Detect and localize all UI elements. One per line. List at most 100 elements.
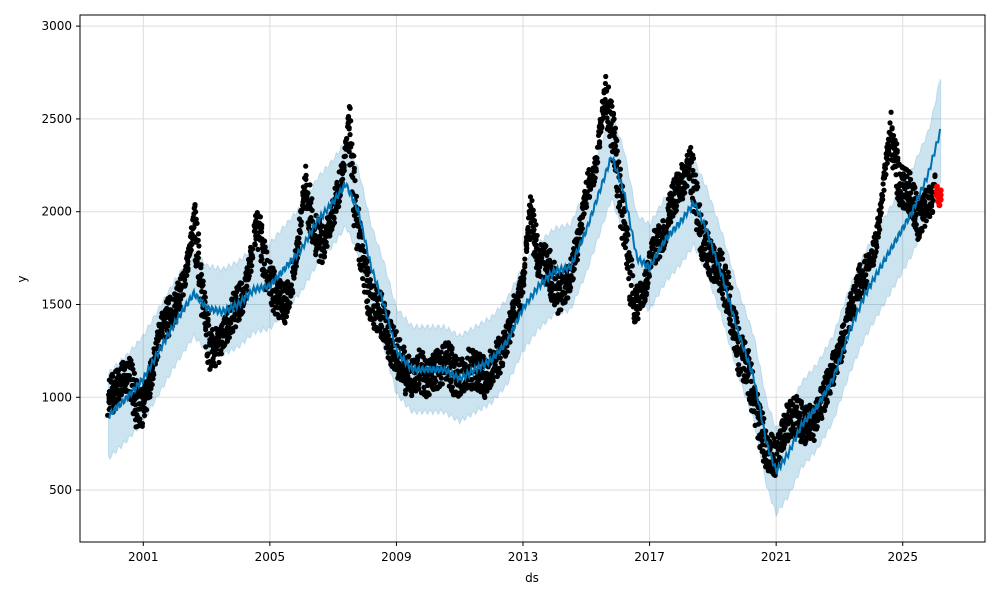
future-actual-point xyxy=(937,187,944,194)
observed-point xyxy=(645,280,651,286)
observed-point xyxy=(571,266,577,272)
observed-point xyxy=(205,318,211,324)
observed-point xyxy=(351,168,357,175)
observed-point xyxy=(206,358,213,365)
plot-frame xyxy=(79,14,986,543)
observed-point xyxy=(899,192,906,198)
observed-point xyxy=(610,110,617,116)
observed-point xyxy=(875,234,881,240)
observed-point xyxy=(745,347,752,354)
observed-point xyxy=(620,197,626,204)
observed-point xyxy=(261,261,267,267)
observed-point xyxy=(790,433,796,439)
observed-point xyxy=(864,278,870,285)
observed-point xyxy=(611,116,617,122)
observed-point xyxy=(341,168,347,174)
observed-point xyxy=(493,357,499,363)
observed-point xyxy=(814,418,821,424)
observed-point xyxy=(919,228,925,234)
observed-point xyxy=(794,404,800,410)
observed-point xyxy=(293,263,299,269)
observed-point xyxy=(449,351,455,357)
observed-point xyxy=(760,449,766,455)
observed-point xyxy=(203,344,209,350)
observed-point xyxy=(907,176,914,183)
observed-point xyxy=(609,103,615,109)
observed-point xyxy=(932,173,938,180)
observed-point xyxy=(212,363,219,369)
observed-point xyxy=(852,307,858,313)
observed-point xyxy=(344,143,350,149)
observed-point xyxy=(533,222,539,228)
observed-point xyxy=(688,144,694,151)
observed-point xyxy=(857,262,863,268)
observed-point xyxy=(538,241,544,248)
observed-point xyxy=(788,418,794,424)
observed-point xyxy=(551,259,557,265)
observed-point xyxy=(814,424,820,430)
observed-point xyxy=(313,252,319,258)
observed-point xyxy=(603,73,609,80)
observed-point xyxy=(522,264,528,270)
observed-point xyxy=(850,298,856,305)
observed-point xyxy=(257,214,264,220)
observed-point xyxy=(249,246,256,252)
observed-point xyxy=(643,290,650,296)
observed-point xyxy=(202,294,208,300)
observed-point xyxy=(695,184,701,190)
observed-point xyxy=(195,231,202,237)
observed-point xyxy=(629,263,635,269)
observed-point xyxy=(116,396,122,402)
observed-point xyxy=(743,367,749,374)
observed-point xyxy=(291,275,297,281)
observed-point xyxy=(216,359,222,366)
uncertainty-band xyxy=(107,78,942,518)
observed-point xyxy=(340,176,346,182)
x-ticks: 2001 2005 2009 2013 2017 2021 2025 xyxy=(128,542,918,564)
observed-point xyxy=(194,220,200,226)
observed-point xyxy=(782,425,788,431)
observed-point xyxy=(499,362,506,369)
observed-point xyxy=(308,200,314,206)
observed-point xyxy=(292,270,298,277)
x-tick-label: 2009 xyxy=(381,550,412,564)
observed-point xyxy=(201,289,208,296)
observed-point xyxy=(880,181,886,187)
future-actual-point xyxy=(933,183,940,190)
y-tick-label: 1000 xyxy=(41,390,72,404)
observed-point xyxy=(195,250,202,256)
observed-point xyxy=(196,243,202,249)
observed-point xyxy=(188,247,194,253)
observed-point xyxy=(276,315,282,321)
observed-point xyxy=(446,355,452,361)
observed-point xyxy=(137,416,143,422)
observed-point xyxy=(660,218,667,224)
observed-point xyxy=(496,365,502,371)
observed-point xyxy=(543,243,549,249)
observed-point xyxy=(349,160,355,167)
observed-point xyxy=(195,237,201,243)
observed-point xyxy=(365,298,371,304)
y-tick-label: 2500 xyxy=(41,112,72,126)
observed-point xyxy=(321,249,328,255)
observed-point xyxy=(371,283,377,289)
observed-point xyxy=(262,238,268,244)
observed-point xyxy=(547,247,553,253)
observed-point xyxy=(531,212,537,218)
observed-point xyxy=(530,207,536,213)
observed-point xyxy=(870,262,877,268)
observed-point xyxy=(614,193,620,199)
observed-point xyxy=(728,285,734,291)
x-tick-label: 2005 xyxy=(255,550,286,564)
observed-point xyxy=(507,339,513,345)
observed-point xyxy=(533,237,539,243)
y-tick-label: 500 xyxy=(49,483,72,497)
observed-point xyxy=(520,289,526,295)
observed-point xyxy=(883,171,889,178)
observed-point xyxy=(699,229,705,235)
observed-point xyxy=(401,348,408,355)
observed-point xyxy=(312,232,318,238)
observed-point xyxy=(393,328,399,335)
observed-point xyxy=(602,96,608,103)
observed-point xyxy=(303,163,309,169)
